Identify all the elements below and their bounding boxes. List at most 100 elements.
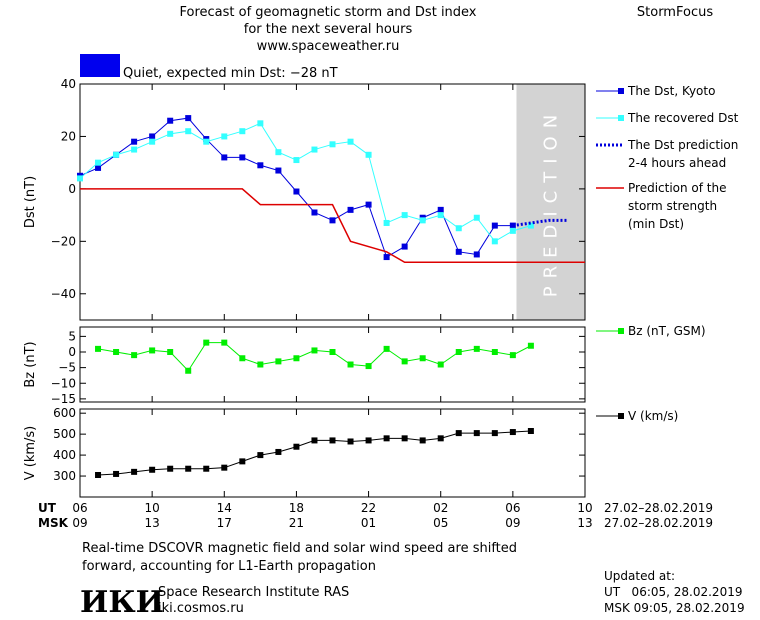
series-line: [79, 122, 532, 242]
y-tick-label: 0: [68, 182, 76, 196]
data-point: [401, 358, 408, 365]
msk-date-range: 27.02–28.02.2019: [604, 516, 713, 530]
data-point: [185, 465, 192, 472]
iki-logo: ИКИ: [80, 585, 164, 620]
msk-tick-label: 21: [289, 516, 304, 530]
ut-tick-label: 06: [72, 501, 87, 515]
y-axis-label: Dst (nT): [23, 176, 38, 228]
legend-label: 2-4 hours ahead: [628, 156, 726, 170]
footer-note-line-2: forward, accounting for L1-Earth propaga…: [82, 559, 376, 574]
data-point: [221, 154, 228, 161]
data-point: [185, 367, 192, 374]
data-point: [149, 133, 156, 140]
data-point: [347, 438, 354, 445]
legend-marker: [618, 115, 624, 121]
y-tick-label: 40: [61, 77, 76, 91]
data-point: [347, 361, 354, 368]
updated-label: Updated at:: [604, 569, 675, 583]
institute-website[interactable]: iki.cosmos.ru: [158, 601, 244, 616]
legend-label: The Dst, Kyoto: [627, 84, 715, 98]
data-point: [257, 361, 264, 368]
legend-entry: Prediction of the storm strength (min Dst): [596, 181, 727, 231]
data-point: [473, 345, 480, 352]
data-point: [275, 167, 282, 174]
data-point: [203, 339, 210, 346]
data-point: [509, 429, 516, 436]
data-point: [239, 458, 246, 465]
legend-entry: Bz (nT, GSM): [596, 324, 706, 338]
legend-marker: [618, 88, 624, 94]
chart-title-website[interactable]: www.spaceweather.ru: [257, 39, 400, 54]
prediction-band: [516, 84, 585, 320]
panel-frame: [79, 326, 586, 403]
data-point: [527, 428, 534, 434]
data-point: [95, 345, 102, 352]
data-point: [365, 151, 372, 158]
data-point: [113, 151, 120, 158]
ut-tick-label: 06: [505, 501, 520, 515]
panel-0: PREDICTION 40 20 0 −20 −40 Dst (nT): [23, 77, 586, 321]
data-point: [275, 149, 282, 156]
data-point: [365, 201, 372, 208]
legend-entry: The Dst prediction 2-4 hours ahead: [596, 138, 738, 170]
legend-label: The recovered Dst: [627, 111, 739, 125]
msk-tick-label: 05: [433, 516, 448, 530]
data-point: [293, 157, 300, 164]
data-point: [113, 349, 120, 355]
data-point: [491, 222, 498, 229]
panel-frame: [79, 408, 586, 498]
y-tick-label: −40: [51, 287, 76, 301]
institute-name: Space Research Institute RAS: [158, 585, 349, 600]
data-point: [437, 361, 444, 368]
data-point: [383, 345, 390, 352]
data-point: [455, 225, 462, 232]
data-point: [329, 217, 336, 224]
y-axis-label: V (km/s): [23, 426, 38, 481]
y-tick-label: 20: [61, 129, 76, 143]
data-point: [473, 214, 480, 221]
data-point: [329, 141, 336, 148]
series-line: [80, 188, 585, 264]
msk-tick-label: 09: [72, 516, 87, 530]
panel-frame: [79, 83, 586, 321]
series-line: [97, 342, 532, 372]
data-point: [221, 339, 228, 346]
chart-title-line-1: Forecast of geomagnetic storm and Dst in…: [179, 5, 476, 20]
chart-title-line-2: for the next several hours: [244, 22, 413, 37]
data-point: [419, 437, 426, 444]
data-point: [131, 468, 138, 475]
data-point: [149, 138, 156, 145]
data-point: [257, 452, 264, 459]
panel-2: 600 500 400 300 V (km/s): [23, 406, 586, 498]
series-line: [512, 218, 567, 228]
legend-entry: The recovered Dst: [596, 111, 739, 125]
data-point: [491, 349, 498, 355]
msk-label: MSK: [38, 516, 69, 530]
data-point: [473, 430, 480, 437]
ut-tick-label: 10: [577, 501, 592, 515]
legend-entry: V (km/s): [596, 409, 678, 423]
series-0-3: [80, 188, 585, 264]
data-point: [257, 120, 264, 127]
y-tick-label: 0: [68, 345, 76, 359]
data-point: [347, 206, 354, 213]
data-point: [419, 355, 426, 362]
legend-label: The Dst prediction: [627, 138, 738, 152]
data-point: [473, 251, 480, 258]
data-point: [455, 248, 462, 255]
y-tick-label: 400: [53, 448, 76, 462]
data-point: [131, 352, 138, 359]
data-point: [419, 217, 426, 224]
legend-label: (min Dst): [628, 217, 684, 231]
ut-date-range: 27.02–28.02.2019: [604, 501, 713, 515]
data-point: [239, 128, 246, 135]
data-point: [437, 212, 444, 219]
data-point: [491, 238, 498, 245]
data-point: [401, 243, 408, 250]
data-point: [329, 349, 336, 355]
data-point: [239, 154, 246, 161]
data-point: [437, 435, 444, 442]
data-point: [293, 443, 300, 450]
y-tick-label: 600: [53, 406, 76, 420]
data-point: [113, 470, 120, 477]
